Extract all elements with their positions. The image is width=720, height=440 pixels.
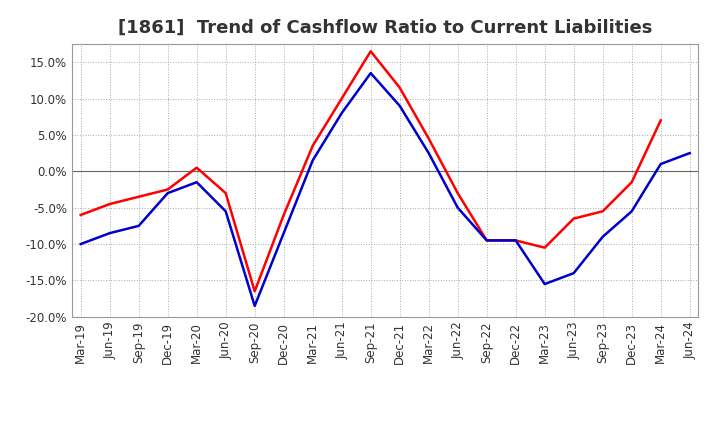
Free CF to Current Liabilities (279, 231, 288, 236)
Free CF to Current Liabilities (685, 150, 694, 156)
Operating CF to Current Liabilities (541, 245, 549, 250)
Operating CF to Current Liabilities (657, 118, 665, 123)
Line: Operating CF to Current Liabilities: Operating CF to Current Liabilities (81, 51, 661, 291)
Operating CF to Current Liabilities (192, 165, 201, 170)
Line: Free CF to Current Liabilities: Free CF to Current Liabilities (81, 73, 690, 306)
Operating CF to Current Liabilities (279, 213, 288, 218)
Free CF to Current Liabilities (657, 161, 665, 167)
Operating CF to Current Liabilities (338, 96, 346, 101)
Operating CF to Current Liabilities (598, 209, 607, 214)
Operating CF to Current Liabilities (105, 202, 114, 207)
Operating CF to Current Liabilities (627, 180, 636, 185)
Operating CF to Current Liabilities (570, 216, 578, 221)
Operating CF to Current Liabilities (308, 143, 317, 148)
Free CF to Current Liabilities (192, 180, 201, 185)
Free CF to Current Liabilities (76, 242, 85, 247)
Free CF to Current Liabilities (221, 209, 230, 214)
Free CF to Current Liabilities (454, 205, 462, 210)
Operating CF to Current Liabilities (221, 191, 230, 196)
Free CF to Current Liabilities (570, 271, 578, 276)
Free CF to Current Liabilities (105, 231, 114, 236)
Operating CF to Current Liabilities (135, 194, 143, 199)
Legend: Operating CF to Current Liabilities, Free CF to Current Liabilities: Operating CF to Current Liabilities, Fre… (107, 438, 664, 440)
Free CF to Current Liabilities (251, 303, 259, 308)
Free CF to Current Liabilities (598, 234, 607, 239)
Operating CF to Current Liabilities (482, 238, 491, 243)
Free CF to Current Liabilities (424, 150, 433, 156)
Free CF to Current Liabilities (511, 238, 520, 243)
Operating CF to Current Liabilities (366, 49, 375, 54)
Free CF to Current Liabilities (163, 191, 172, 196)
Operating CF to Current Liabilities (76, 213, 85, 218)
Free CF to Current Liabilities (482, 238, 491, 243)
Operating CF to Current Liabilities (395, 85, 404, 90)
Free CF to Current Liabilities (395, 103, 404, 109)
Operating CF to Current Liabilities (163, 187, 172, 192)
Title: [1861]  Trend of Cashflow Ratio to Current Liabilities: [1861] Trend of Cashflow Ratio to Curren… (118, 19, 652, 37)
Free CF to Current Liabilities (135, 223, 143, 228)
Free CF to Current Liabilities (308, 158, 317, 163)
Free CF to Current Liabilities (627, 209, 636, 214)
Operating CF to Current Liabilities (454, 191, 462, 196)
Free CF to Current Liabilities (338, 110, 346, 116)
Free CF to Current Liabilities (366, 70, 375, 76)
Operating CF to Current Liabilities (251, 289, 259, 294)
Free CF to Current Liabilities (541, 282, 549, 287)
Operating CF to Current Liabilities (424, 136, 433, 141)
Operating CF to Current Liabilities (511, 238, 520, 243)
